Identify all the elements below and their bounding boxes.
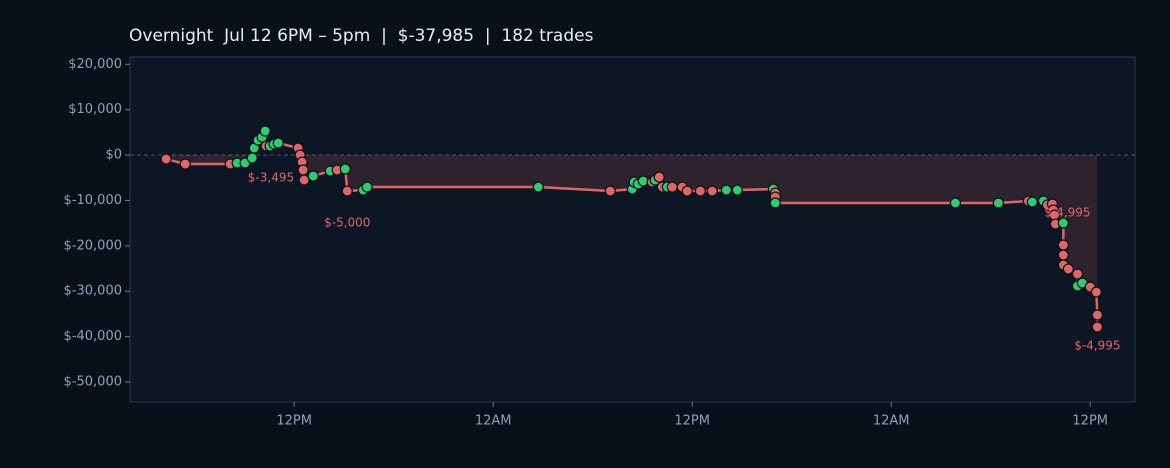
trade-point [1026, 196, 1038, 208]
loss-area [166, 155, 1098, 328]
trade-point [1091, 309, 1103, 321]
annotation: $-5,000 [324, 216, 370, 230]
trade-point [259, 125, 271, 137]
x-tick-label: 12PM [276, 414, 312, 429]
trade-point [297, 164, 309, 176]
trade-point [361, 181, 373, 193]
trade-point [706, 185, 718, 197]
trade-point [1091, 321, 1103, 333]
trade-point [769, 197, 781, 209]
trade-point [992, 197, 1004, 209]
trade-point [666, 181, 678, 193]
x-tick-label: 12PM [674, 414, 710, 429]
trade-point [1071, 268, 1084, 280]
trade-point [653, 171, 665, 183]
trade-point [681, 185, 693, 197]
plot-area [129, 56, 1136, 403]
trade-point [731, 184, 743, 196]
trade-point [694, 185, 706, 197]
annotation: $-4,995 [1074, 339, 1120, 353]
y-tick-label: $-30,000 [64, 284, 122, 299]
x-tick-label: 12AM [873, 414, 910, 429]
trade-point [1090, 286, 1102, 298]
trade-point [532, 181, 544, 193]
trade-point [298, 174, 310, 186]
trade-point [1057, 249, 1069, 261]
trade-point [949, 197, 961, 209]
x-tick-label: 12PM [1072, 414, 1108, 429]
trade-point [307, 170, 319, 182]
y-tick-label: $-20,000 [64, 238, 122, 253]
y-tick-label: $0 [105, 148, 122, 163]
x-tick-label: 12AM [475, 414, 512, 429]
y-tick-label: $10,000 [68, 102, 122, 117]
trade-point [246, 152, 258, 164]
annotation: $-4,995 [1044, 206, 1090, 220]
trade-point [604, 185, 616, 197]
trade-point [272, 137, 284, 149]
trade-point [1057, 239, 1069, 251]
y-tick-label: $20,000 [68, 57, 122, 72]
y-tick-label: $-10,000 [64, 193, 122, 208]
trade-point [179, 158, 191, 170]
trade-point [341, 185, 353, 197]
y-tick-label: $-50,000 [64, 375, 122, 390]
trade-point [339, 163, 351, 175]
chart-title: Overnight Jul 12 6PM – 5pm | $-37,985 | … [129, 26, 594, 46]
trade-point [1062, 263, 1074, 275]
trade-point [720, 184, 732, 196]
trade-point [1057, 217, 1069, 229]
annotation: $-3,495 [248, 171, 294, 185]
trade-point [160, 153, 172, 165]
y-tick-label: $-40,000 [64, 329, 122, 344]
